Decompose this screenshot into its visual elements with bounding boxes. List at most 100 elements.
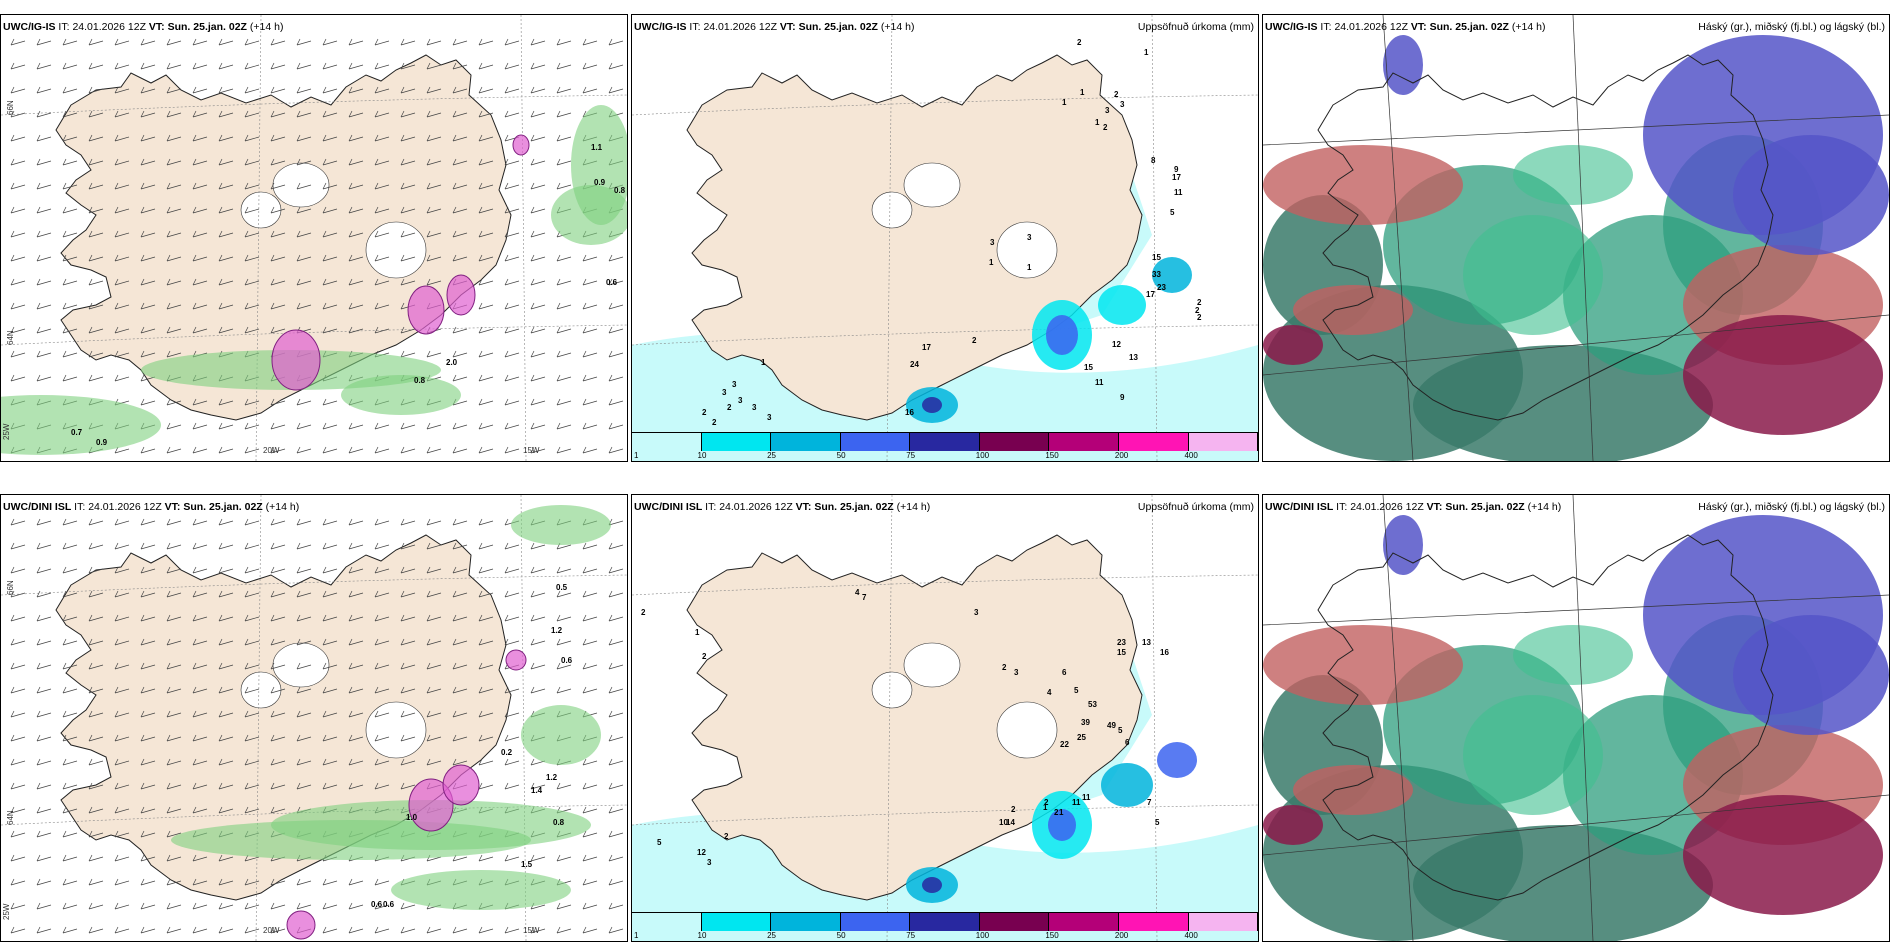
wind-barb [218, 62, 234, 70]
wind-barb [504, 686, 520, 694]
wind-barb [140, 830, 156, 838]
wind-barb [62, 182, 78, 190]
precip-area [922, 397, 942, 413]
wind-barb [478, 158, 494, 166]
wind-barb [36, 686, 52, 694]
wind-barb [478, 374, 494, 382]
wind-barb [296, 518, 312, 526]
wind-barb [556, 158, 572, 166]
wind-barb [10, 542, 26, 550]
wind-barb [374, 86, 390, 94]
colorbar-swatch [1188, 433, 1258, 451]
wind-barb [478, 566, 494, 574]
iceland-coastline [1317, 54, 1774, 421]
wind-barb [88, 854, 104, 862]
precip-value-label: 3 [1027, 233, 1032, 242]
wind-barb [374, 590, 390, 598]
precip-value-label: 3 [1014, 668, 1019, 677]
precip-value-label: 9 [1174, 165, 1179, 174]
wind-barb [426, 926, 442, 934]
wind-barb [478, 134, 494, 142]
wind-barb [374, 566, 390, 574]
wind-barb [244, 566, 260, 574]
wind-barb [140, 86, 156, 94]
colorbar-tick-label: 25 [767, 931, 777, 940]
wind-barb [36, 614, 52, 622]
precip-value-label: 5 [657, 838, 662, 847]
wind-barb [504, 86, 520, 94]
wind-barb [582, 590, 598, 598]
wind-barb [374, 686, 390, 694]
wind-barb [166, 926, 182, 934]
precip-value-label: 3 [738, 396, 743, 405]
wind-barb [88, 326, 104, 334]
wind-barb [322, 158, 338, 166]
wind-barb [556, 38, 572, 46]
cloud-layer-area [1513, 625, 1633, 685]
wind-barb [270, 326, 286, 334]
parallel-line [1263, 314, 1889, 376]
wind-barb [348, 38, 364, 46]
wind-barb [348, 782, 364, 790]
wind-barb [270, 782, 286, 790]
axis-label: 25W [2, 903, 11, 920]
wind-barb [10, 134, 26, 142]
wind-barb [88, 878, 104, 886]
wind-barb [530, 566, 546, 574]
wind-barb [400, 566, 416, 574]
wind-barb [218, 254, 234, 262]
wind-barb [452, 134, 468, 142]
precip-value-label: 12 [697, 848, 706, 857]
precip-value-label: 7 [1147, 798, 1152, 807]
wind-barb [478, 734, 494, 742]
wind-barb [36, 566, 52, 574]
wind-barb [530, 686, 546, 694]
meridian-line [1572, 15, 1594, 461]
wind-barb [556, 614, 572, 622]
wind-barb [36, 854, 52, 862]
wind-gust-label: 0.8 [414, 376, 426, 385]
wind-barb [530, 230, 546, 238]
precip-value-label: 13 [1142, 638, 1151, 647]
wind-barb [582, 326, 598, 334]
wind-barb [140, 902, 156, 910]
colorbar-swatch [979, 433, 1050, 451]
wind-barb [504, 758, 520, 766]
colorbar-swatch [979, 913, 1050, 931]
wind-barb [530, 638, 546, 646]
wind-barb [62, 854, 78, 862]
wind-barb [166, 422, 182, 430]
wind-barb [36, 830, 52, 838]
wind-barb [530, 422, 546, 430]
wind-barb [218, 446, 234, 454]
wind-barb [400, 758, 416, 766]
colorbar-swatch [632, 913, 702, 931]
wind-barb [400, 614, 416, 622]
wind-barb [296, 134, 312, 142]
precip-value-label: 2 [1197, 313, 1202, 322]
precip-value-label: 1 [1027, 263, 1032, 272]
wind-barb [114, 374, 130, 382]
wind-barb [426, 590, 442, 598]
colorbar-tick-label: 200 [1114, 451, 1129, 460]
wind-barb [62, 134, 78, 142]
wind-barb [192, 542, 208, 550]
wind-barb [192, 422, 208, 430]
map-canvas: 1213312218917115231131533231722131215119… [632, 15, 1258, 461]
wind-barb [62, 806, 78, 814]
wind-barb [62, 734, 78, 742]
wind-barb [374, 902, 390, 910]
iceland-coastline [1317, 534, 1774, 901]
precip-value-label: 6 [1062, 668, 1067, 677]
wind-barb [348, 758, 364, 766]
wind-gust-label: 1.4 [531, 786, 543, 795]
wind-barb [10, 902, 26, 910]
wind-barb [88, 86, 104, 94]
wind-barb [62, 518, 78, 526]
wind-barb [608, 422, 624, 430]
wind-barb [348, 422, 364, 430]
wind-barb [608, 542, 624, 550]
wind-barb [166, 902, 182, 910]
wind-barb [166, 638, 182, 646]
wind-barb [478, 686, 494, 694]
